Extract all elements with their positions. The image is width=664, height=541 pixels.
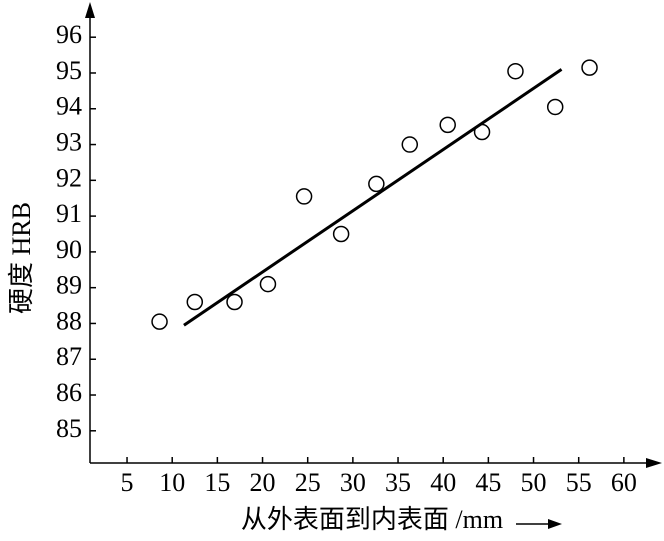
x-tick-label: 20 (250, 468, 276, 497)
y-axis-arrow (85, 2, 95, 18)
data-point (368, 175, 385, 193)
x-tick-label: 35 (385, 468, 411, 497)
data-point (151, 313, 168, 330)
x-label-arrow-head (548, 519, 562, 529)
x-tick-label: 15 (204, 468, 230, 497)
data-point (332, 225, 350, 243)
x-axis-label: 从外表面到内表面 /mm (241, 505, 503, 534)
x-tick-label: 55 (566, 468, 592, 497)
y-tick-label: 96 (56, 20, 82, 49)
x-tick-label: 5 (121, 468, 134, 497)
x-tick-label: 10 (159, 468, 185, 497)
data-point (295, 188, 313, 205)
data-point (186, 293, 204, 311)
y-tick-label: 95 (56, 56, 82, 85)
y-tick-label: 85 (56, 414, 82, 443)
y-tick-label: 88 (56, 306, 82, 335)
x-tick-label: 40 (430, 468, 456, 497)
y-tick-label: 93 (56, 128, 82, 157)
x-tick-label: 25 (295, 468, 321, 497)
trend-line (183, 68, 563, 327)
y-tick-label: 91 (56, 199, 82, 228)
data-point (259, 275, 277, 293)
y-tick-label: 87 (56, 342, 82, 371)
data-point (439, 116, 456, 134)
y-tick-label: 94 (56, 92, 82, 121)
x-tick-label: 30 (340, 468, 366, 497)
x-tick-label: 50 (521, 468, 547, 497)
data-point (581, 59, 598, 76)
data-point (226, 293, 243, 311)
x-tick-label: 60 (611, 468, 637, 497)
y-tick-label: 86 (56, 378, 82, 407)
y-axis-label: 硬度 HRB (7, 202, 36, 314)
x-axis-arrow (646, 458, 662, 468)
data-point (546, 98, 564, 116)
y-tick-label: 89 (56, 271, 82, 300)
y-tick-label: 92 (56, 163, 82, 192)
y-tick-label: 90 (56, 235, 82, 264)
x-tick-label: 45 (475, 468, 501, 497)
data-point (401, 136, 419, 153)
data-point (507, 62, 524, 80)
